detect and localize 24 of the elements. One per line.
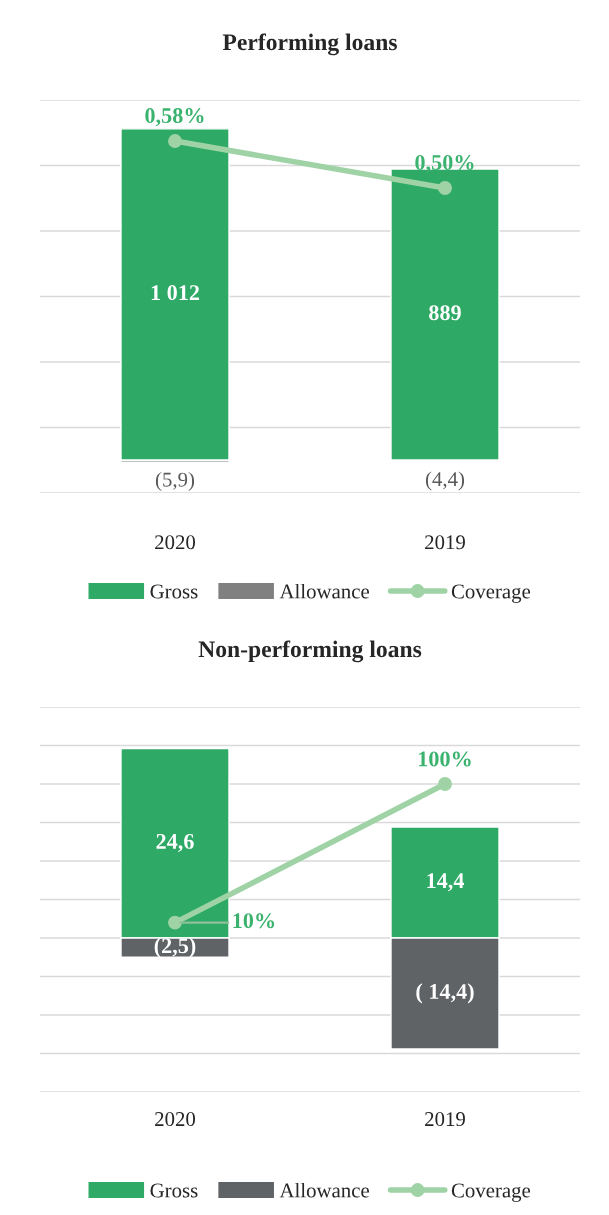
data-label: 14,4	[427, 873, 465, 892]
data-label: ( 14,4)	[416, 983, 474, 1004]
legend-label: Gross	[150, 1183, 198, 1198]
legend-label: Allowance	[279, 1182, 369, 1198]
data-label: (2,5)	[154, 937, 196, 958]
x-tick-label: 2019	[425, 1112, 465, 1127]
x-tick-label: 2019	[425, 535, 465, 550]
legend-label: Coverage	[451, 584, 531, 603]
legend-label: Gross	[150, 584, 198, 599]
chart-title: Non-performing loans	[198, 640, 422, 663]
x-tick-label: 2020	[155, 535, 196, 550]
legend-label: Allowance	[279, 583, 369, 599]
data-label: 0,50%	[415, 154, 474, 174]
legend-label: Coverage	[451, 1183, 531, 1202]
data-label: 100%	[419, 751, 471, 767]
data-label: (5,9)	[155, 472, 195, 491]
data-label: (4,4)	[425, 471, 465, 491]
data-label: 10%	[233, 913, 275, 929]
data-label: 24,6	[156, 833, 194, 853]
data-label: 889	[429, 305, 461, 321]
chart-title: Performing loans	[222, 33, 397, 56]
data-label: 0,58%	[145, 108, 204, 127]
data-label: 1 012	[151, 285, 200, 301]
x-tick-label: 2020	[155, 1112, 196, 1127]
